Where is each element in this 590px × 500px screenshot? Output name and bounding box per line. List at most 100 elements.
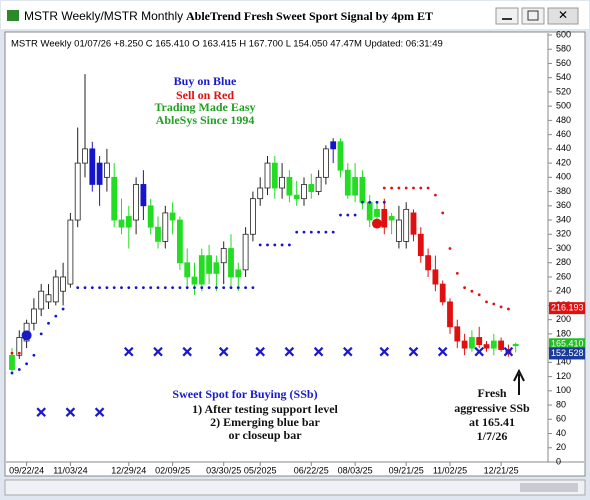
window-caption: AbleTrend Fresh Sweet Sport Signal by 4p…	[186, 9, 433, 23]
ssb-mark	[153, 346, 163, 357]
annotation: 2) Emerging blue bar	[210, 415, 320, 429]
x-tick-label: 09/21/25	[389, 465, 424, 475]
candle-body	[344, 169, 351, 196]
stop-dot	[426, 186, 430, 190]
candle-body	[45, 294, 52, 303]
stop-dot	[485, 300, 488, 304]
candle-body	[176, 219, 183, 264]
stop-dot	[295, 230, 299, 234]
app-icon	[7, 10, 19, 21]
stop-dot	[76, 286, 80, 290]
candle-body	[322, 148, 329, 178]
stop-dot	[178, 286, 182, 290]
x-tick-label: 11/03/24	[53, 465, 87, 475]
candle-body	[118, 219, 125, 228]
ssb-mark	[313, 346, 324, 357]
x-tick-label: 05/2025	[244, 465, 277, 475]
candle-body	[308, 184, 315, 192]
candle-body	[16, 337, 23, 356]
candle-body	[476, 337, 483, 345]
stop-dot	[215, 286, 218, 290]
stop-dot	[10, 371, 14, 375]
stop-dot	[280, 243, 284, 247]
y-tick-label: 140	[556, 357, 571, 367]
stop-dot	[324, 230, 328, 234]
candle-body	[155, 226, 161, 242]
maximize-button[interactable]	[521, 7, 545, 25]
candle-body	[512, 343, 519, 347]
stop-dot	[10, 351, 14, 355]
candle-body	[74, 162, 81, 221]
y-tick-label: 600	[556, 29, 571, 39]
minimize-button[interactable]	[495, 7, 519, 25]
stop-dot	[149, 286, 153, 290]
y-tick-label: 400	[556, 172, 571, 182]
candle-body	[52, 276, 59, 303]
candle-body	[125, 216, 132, 228]
annotation: Sell on Red	[176, 88, 234, 102]
annotation: aggressive SSb	[454, 401, 530, 415]
signal-circle	[21, 330, 32, 341]
candle-body	[432, 269, 439, 285]
y-tick-label: 380	[556, 186, 571, 196]
annotation: AbleSys Since 1994	[156, 113, 255, 127]
stop-dot	[61, 307, 65, 311]
candle-body	[359, 176, 366, 203]
stop-dot	[382, 200, 386, 204]
window-title: MSTR Weekly/MSTR Monthly	[24, 9, 183, 23]
candle-body	[89, 148, 96, 185]
x-tick-label: 02/09/25	[155, 465, 190, 475]
stop-dot	[120, 286, 123, 290]
chart-panel	[4, 31, 586, 477]
ssb-mark	[503, 346, 514, 357]
candle-body	[454, 326, 461, 342]
candle-body	[147, 205, 154, 228]
price-tag	[549, 347, 585, 360]
y-tick-label: 460	[556, 129, 571, 139]
scrollbar[interactable]	[4, 479, 586, 496]
stop-dot	[441, 211, 445, 215]
candle-body	[184, 262, 191, 278]
candle-body	[468, 337, 475, 349]
stop-dot	[171, 286, 175, 290]
stop-dot	[361, 200, 364, 204]
price-tag	[549, 338, 585, 351]
stop-dot	[412, 186, 415, 190]
candle-body	[447, 301, 453, 328]
close-button[interactable]	[547, 7, 579, 25]
y-tick-label: 340	[556, 214, 571, 224]
window-buttons[interactable]: ✕	[495, 7, 579, 25]
y-tick-label: 520	[556, 86, 571, 96]
stop-dot	[54, 314, 58, 318]
stop-dot	[207, 286, 211, 290]
stop-dot	[83, 286, 87, 290]
candle-body	[228, 248, 234, 278]
stop-dot	[273, 243, 277, 247]
candle-body	[38, 290, 45, 310]
candle-body	[461, 340, 468, 349]
stop-dot	[397, 186, 401, 190]
candle-body	[213, 262, 220, 274]
stop-dot	[98, 286, 101, 290]
annotation: or closeup bar	[228, 428, 302, 442]
candle-body	[410, 212, 417, 235]
candle-body	[111, 176, 118, 221]
candle-body	[395, 219, 402, 242]
candle-body	[352, 176, 359, 196]
stop-dot	[448, 247, 452, 250]
ssb-mark	[284, 346, 295, 357]
candle-body	[133, 184, 140, 221]
y-tick-label: 420	[556, 157, 571, 167]
stop-dot	[492, 302, 496, 306]
candle-body	[417, 233, 424, 257]
stop-dot	[309, 230, 313, 234]
stop-dot	[156, 286, 160, 290]
stop-dot	[185, 286, 189, 290]
scroll-thumb[interactable]	[520, 483, 578, 492]
x-tick-label: 11/02/25	[433, 465, 467, 475]
stop-dot	[229, 286, 233, 290]
ssb-mark	[437, 346, 448, 357]
stop-dot	[39, 332, 43, 336]
annotation: at 165.41	[469, 415, 515, 429]
candle-body	[257, 187, 264, 200]
